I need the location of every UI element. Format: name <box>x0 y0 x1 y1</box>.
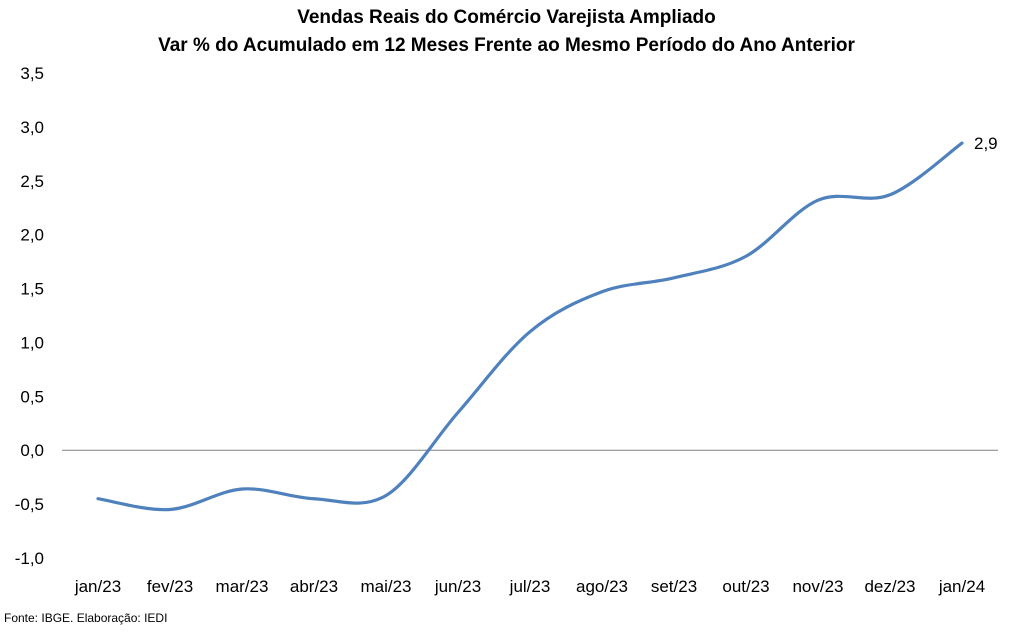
y-tick-label: 3,0 <box>20 118 44 137</box>
y-axis-ticks: 3,5 3,0 2,5 2,0 1,5 1,0 0,5 0,0 -0,5 -1,0 <box>15 64 44 568</box>
x-tick-label: set/23 <box>651 577 697 596</box>
x-tick-label: mar/23 <box>216 577 269 596</box>
x-tick-label: jan/24 <box>938 577 985 596</box>
y-tick-label: 3,5 <box>20 64 44 83</box>
x-tick-label: nov/23 <box>792 577 843 596</box>
chart-title: Vendas Reais do Comércio Varejista Ampli… <box>297 7 716 28</box>
y-tick-label: -1,0 <box>15 549 44 568</box>
x-tick-label: mai/23 <box>360 577 411 596</box>
y-tick-label: 1,5 <box>20 280 44 299</box>
x-tick-label: abr/23 <box>290 577 338 596</box>
x-tick-label: ago/23 <box>576 577 628 596</box>
x-tick-label: jun/23 <box>434 577 481 596</box>
source-note: Fonte: IBGE. Elaboração: IEDI <box>4 611 168 625</box>
x-tick-label: jul/23 <box>509 577 551 596</box>
data-labels: 2,9 <box>974 134 998 153</box>
y-tick-label: 0,5 <box>20 387 44 406</box>
y-tick-label: 1,0 <box>20 333 44 352</box>
series-line <box>96 141 964 512</box>
y-tick-label: 2,5 <box>20 172 44 191</box>
x-tick-label: out/23 <box>722 577 769 596</box>
y-tick-label: -0,5 <box>15 495 44 514</box>
y-tick-label: 2,0 <box>20 226 44 245</box>
x-axis-ticks: jan/23 fev/23 mar/23 abr/23 mai/23 jun/23 jul/… <box>74 577 985 596</box>
chart-subtitle: Var % do Acumulado em 12 Meses Frente ao… <box>158 35 855 56</box>
data-label: 2,9 <box>974 134 998 153</box>
x-tick-label: fev/23 <box>147 577 193 596</box>
y-tick-label: 0,0 <box>20 441 44 460</box>
x-tick-label: jan/23 <box>74 577 121 596</box>
x-tick-label: dez/23 <box>864 577 915 596</box>
